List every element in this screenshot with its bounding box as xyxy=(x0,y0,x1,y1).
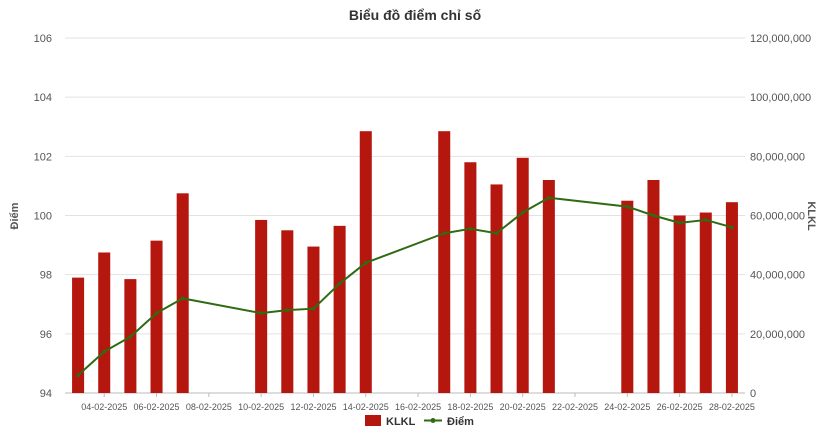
line-point xyxy=(76,373,80,378)
x-tick-label: 12-02-2025 xyxy=(290,402,336,412)
x-tick-label: 16-02-2025 xyxy=(395,402,441,412)
bar xyxy=(699,212,712,393)
right-tick-label: 20,000,000 xyxy=(750,329,805,341)
line-point xyxy=(285,308,290,312)
bar xyxy=(72,277,85,393)
line-point xyxy=(520,210,525,215)
bar xyxy=(464,162,477,393)
legend: KLKL Điểm xyxy=(365,415,474,428)
x-axis: 04-02-2025 06-02-2025 08-02-2025 10-02-2025… xyxy=(81,393,755,412)
x-tick-label: 22-02-2025 xyxy=(552,402,598,412)
legend-marker-diem xyxy=(430,418,436,423)
bar xyxy=(255,219,268,393)
x-tick-label: 26-02-2025 xyxy=(657,402,703,412)
bar xyxy=(490,184,503,393)
grid xyxy=(65,37,745,394)
x-tick-label: 24-02-2025 xyxy=(604,402,650,412)
right-tick-label: 100,000,000 xyxy=(750,92,811,104)
bar xyxy=(647,180,660,393)
bar-series xyxy=(72,131,738,393)
x-tick-label: 08-02-2025 xyxy=(186,402,232,412)
left-tick-label: 98 xyxy=(40,270,52,282)
line-point xyxy=(703,218,708,222)
line-point xyxy=(102,349,107,354)
left-axis: 94 96 98 100 102 104 106 xyxy=(34,33,52,400)
right-axis-title: KLKL xyxy=(805,201,817,231)
x-tick-label: 20-02-2025 xyxy=(500,402,546,412)
left-tick-label: 100 xyxy=(34,211,52,223)
chart-title: Biểu đồ điểm chỉ số xyxy=(349,7,482,23)
right-tick-label: 0 xyxy=(750,388,756,400)
bar xyxy=(516,157,529,393)
line-point xyxy=(363,261,368,265)
bar xyxy=(176,193,189,393)
line-point xyxy=(311,306,316,311)
bar xyxy=(438,131,451,393)
left-tick-label: 104 xyxy=(34,92,52,104)
line-point xyxy=(677,221,682,225)
bar xyxy=(307,246,320,393)
line-point xyxy=(180,296,185,301)
left-tick-label: 94 xyxy=(40,388,52,400)
right-tick-label: 40,000,000 xyxy=(750,270,805,282)
x-tick-label: 06-02-2025 xyxy=(134,402,180,412)
x-tick-label: 28-02-2025 xyxy=(709,402,755,412)
bar xyxy=(673,215,686,393)
x-tick-label: 18-02-2025 xyxy=(447,402,493,412)
left-tick-label: 106 xyxy=(34,33,52,45)
line-point xyxy=(494,231,499,236)
line-point xyxy=(730,225,734,230)
right-tick-label: 80,000,000 xyxy=(750,151,805,163)
left-tick-label: 102 xyxy=(34,151,52,163)
bar xyxy=(621,200,634,393)
bar xyxy=(725,202,738,393)
right-tick-label: 60,000,000 xyxy=(750,211,805,223)
line-point xyxy=(337,281,342,286)
left-axis-title: Điểm xyxy=(9,202,21,229)
line-series xyxy=(76,195,734,378)
bar xyxy=(98,252,111,393)
legend-label-diem: Điểm xyxy=(447,416,474,428)
right-tick-label: 120,000,000 xyxy=(750,33,811,45)
bar xyxy=(542,180,555,393)
line-point xyxy=(625,204,630,209)
bar xyxy=(150,240,163,393)
line-point xyxy=(154,311,159,315)
left-tick-label: 96 xyxy=(40,329,52,341)
line-point xyxy=(651,213,656,218)
bar xyxy=(333,225,346,393)
x-tick-label: 04-02-2025 xyxy=(81,402,127,412)
line-point xyxy=(128,334,133,339)
x-tick-label: 10-02-2025 xyxy=(238,402,284,412)
legend-swatch-klkl xyxy=(365,415,381,426)
line-point xyxy=(442,231,447,236)
line-point xyxy=(468,227,473,231)
right-axis: 0 20,000,000 40,000,000 60,000,000 80,000,00… xyxy=(750,33,811,400)
legend-label-klkl: KLKL xyxy=(386,416,416,428)
line-point xyxy=(547,195,551,200)
line-point xyxy=(259,311,263,315)
x-tick-label: 14-02-2025 xyxy=(343,402,389,412)
line-path xyxy=(77,196,733,376)
